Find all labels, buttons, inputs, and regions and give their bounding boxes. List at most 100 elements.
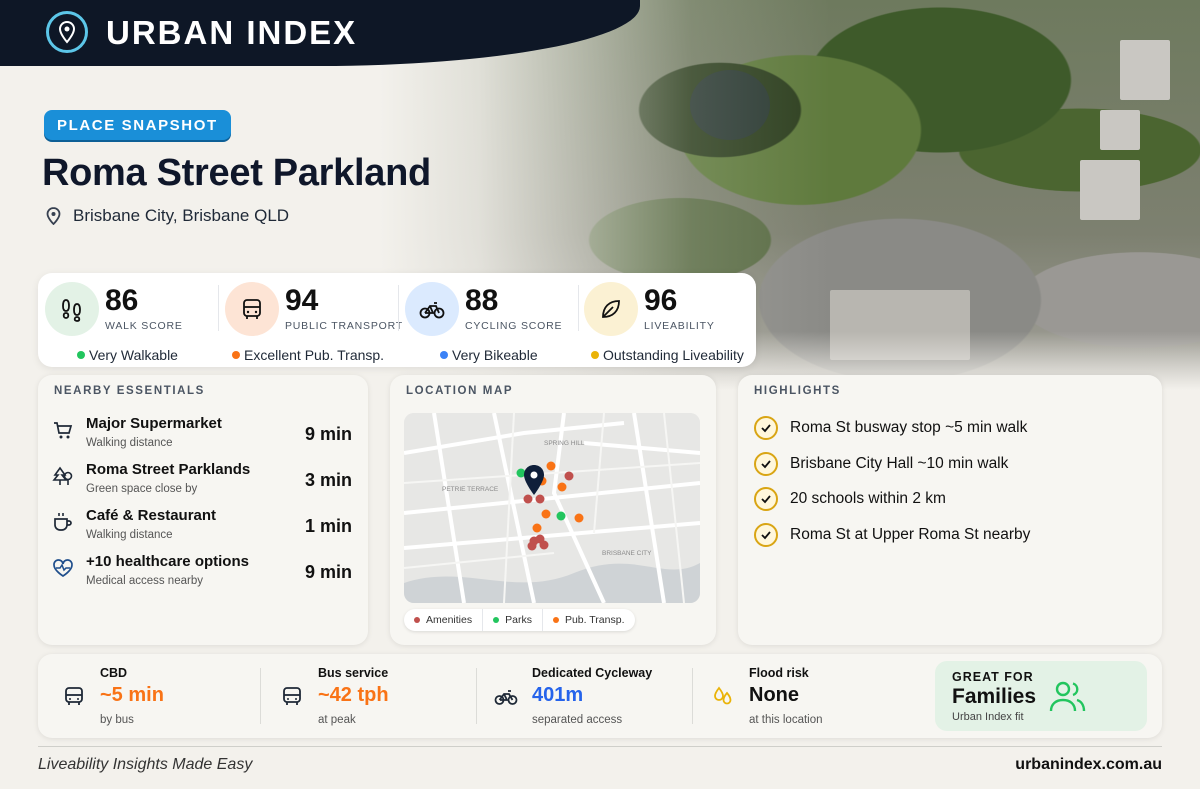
page-title: Roma Street Parkland xyxy=(42,152,431,194)
transport-score-value: 94 xyxy=(285,284,319,317)
brand-name: URBAN INDEX xyxy=(106,14,358,51)
essential-time: 1 min xyxy=(304,516,352,536)
highlight-text: Roma St at Upper Roma St nearby xyxy=(790,526,1031,543)
leaf-icon xyxy=(602,300,620,318)
location-map[interactable]: SPRING HILL PETRIE TERRACE BRISBANE CITY xyxy=(404,413,700,603)
building-shape xyxy=(1080,160,1140,220)
location-text: Brisbane City, Brisbane QLD xyxy=(73,206,290,225)
legend-label: Amenities xyxy=(426,614,473,626)
stats-bar: CBD ~5 min by bus Bus service ~42 tph at… xyxy=(38,654,1162,738)
place-snapshot-badge: PLACE SNAPSHOT xyxy=(44,110,231,140)
essential-sub: Medical access nearby xyxy=(86,575,203,587)
map-label: SPRING HILL xyxy=(544,440,585,447)
family-users-icon xyxy=(1049,681,1086,712)
liveability-rating: Outstanding Liveability xyxy=(591,347,744,363)
legend-item-amenities[interactable]: Amenities xyxy=(404,609,484,631)
legend-label: Parks xyxy=(505,614,532,626)
essential-time: 9 min xyxy=(304,562,352,582)
header-bar: URBAN INDEX xyxy=(0,0,640,66)
bus-icon xyxy=(243,299,261,319)
highlight-item: Roma St busway stop ~5 min walk xyxy=(754,416,1027,440)
legend-dot xyxy=(414,617,420,623)
highlights-panel: HIGHLIGHTS Roma St busway stop ~5 min wa… xyxy=(738,375,1162,645)
panel-title: HIGHLIGHTS xyxy=(754,385,841,397)
footer-tagline: Liveability Insights Made Easy xyxy=(38,756,253,773)
great-for-card[interactable]: GREAT FOR Families Urban Index fit xyxy=(935,661,1147,731)
stat-value: ~42 tph xyxy=(318,684,389,706)
highlight-item: 20 schools within 2 km xyxy=(754,487,946,511)
panel-title: LOCATION MAP xyxy=(406,385,514,397)
building-shape xyxy=(1100,110,1140,150)
essential-sub: Walking distance xyxy=(86,437,173,449)
essential-name: +10 healthcare options xyxy=(86,553,249,570)
check-icon xyxy=(754,487,778,511)
liveability-score-badge xyxy=(584,282,638,336)
stat-sub: by bus xyxy=(100,714,134,726)
stat-value: 401m xyxy=(532,684,584,706)
rating-dot xyxy=(77,351,85,359)
transport-score[interactable]: 94 PUBLIC TRANSPORT xyxy=(225,281,403,337)
highlight-text: Roma St busway stop ~5 min walk xyxy=(790,419,1028,436)
rating-dot xyxy=(440,351,448,359)
footer-site-link[interactable]: urbanindex.com.au xyxy=(1015,756,1162,773)
essential-item[interactable]: Café & Restaurant Walking distance 1 min xyxy=(52,507,352,547)
transport-score-badge xyxy=(225,282,279,336)
logo[interactable] xyxy=(46,11,88,53)
cycling-rating-text: Very Bikeable xyxy=(452,347,538,363)
stat-sub: separated access xyxy=(532,714,623,726)
lake-shape xyxy=(690,70,770,140)
bus-icon xyxy=(283,687,301,705)
map-legend: Amenities Parks Pub. Transp. xyxy=(404,609,635,631)
rating-dot xyxy=(232,351,240,359)
map-canvas: SPRING HILL PETRIE TERRACE BRISBANE CITY xyxy=(404,413,700,603)
stat-cycleway: Dedicated Cycleway 401m separated access xyxy=(494,662,694,730)
essential-item[interactable]: Major Supermarket Walking distance 9 min xyxy=(52,415,352,455)
divider xyxy=(578,285,579,331)
walk-score[interactable]: 86 WALK SCORE xyxy=(45,281,183,337)
cycling-score-badge xyxy=(405,282,459,336)
map-label: PETRIE TERRACE xyxy=(442,486,499,493)
legend-item-transport[interactable]: Pub. Transp. xyxy=(543,609,635,631)
walk-score-value: 86 xyxy=(105,284,139,317)
divider xyxy=(476,668,477,724)
building-shape xyxy=(1120,40,1170,100)
legend-dot xyxy=(552,617,559,623)
stat-flood-risk: Flood risk None at this location xyxy=(711,662,911,730)
liveability-score-label: LIVEABILITY xyxy=(644,320,715,332)
cycling-score-label: CYCLING SCORE xyxy=(465,320,563,332)
divider xyxy=(260,668,261,724)
highlight-item: Roma St at Upper Roma St nearby xyxy=(754,523,1030,547)
cycling-score[interactable]: 88 CYCLING SCORE xyxy=(405,281,562,337)
bicycle-icon xyxy=(419,302,445,319)
stat-title: CBD xyxy=(100,666,128,680)
panel-title: NEARBY ESSENTIALS xyxy=(54,385,205,397)
droplets-icon xyxy=(714,686,732,705)
bicycle-icon xyxy=(494,690,518,705)
highlight-text: 20 schools within 2 km xyxy=(790,490,946,507)
legend-label: Pub. Transp. xyxy=(564,614,625,626)
essential-time: 9 min xyxy=(304,424,352,444)
walk-rating: Very Walkable xyxy=(77,347,178,363)
nearby-essentials-panel: NEARBY ESSENTIALS Major Supermarket Walk… xyxy=(38,375,368,645)
map-pin-icon xyxy=(46,207,61,225)
essential-item[interactable]: +10 healthcare options Medical access ne… xyxy=(52,553,352,593)
stat-value: ~5 min xyxy=(100,684,164,706)
essential-item[interactable]: Roma Street Parklands Green space close … xyxy=(52,461,352,501)
stat-bus-service: Bus service ~42 tph at peak xyxy=(280,662,470,730)
walk-score-badge xyxy=(45,282,99,336)
stat-title: Flood risk xyxy=(749,666,809,680)
legend-item-parks[interactable]: Parks xyxy=(483,609,543,631)
cart-icon xyxy=(54,422,73,439)
stat-cbd: CBD ~5 min by bus xyxy=(62,662,252,730)
walk-rating-text: Very Walkable xyxy=(89,347,178,363)
trees-icon xyxy=(52,466,73,485)
essential-sub: Green space close by xyxy=(86,483,198,495)
check-icon xyxy=(754,416,778,440)
essential-name: Café & Restaurant xyxy=(86,507,217,524)
divider xyxy=(692,668,693,724)
score-card: 86 WALK SCORE 94 PUBLIC TRANSPORT xyxy=(38,273,756,367)
stat-sub: at peak xyxy=(318,714,356,726)
liveability-score[interactable]: 96 LIVEABILITY xyxy=(584,281,715,337)
great-for-sub: Urban Index fit xyxy=(952,711,1024,723)
stat-title: Dedicated Cycleway xyxy=(532,666,653,680)
